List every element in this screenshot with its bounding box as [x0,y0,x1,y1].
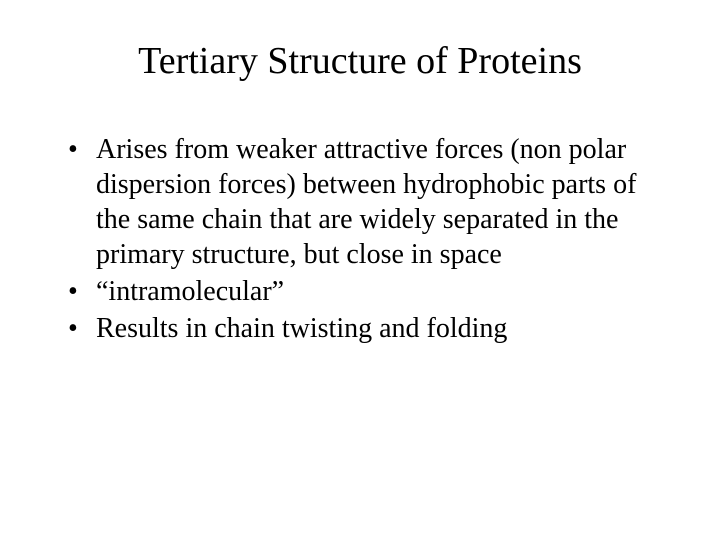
bullet-text: Results in chain twisting and folding [96,313,507,344]
slide: Tertiary Structure of Proteins Arises fr… [0,0,720,540]
list-item: Arises from weaker attractive forces (no… [60,132,660,272]
bullet-text: Arises from weaker attractive forces (no… [96,134,636,270]
bullet-text: “intramolecular” [96,276,284,307]
list-item: Results in chain twisting and folding [60,311,660,346]
slide-title: Tertiary Structure of Proteins [60,40,660,84]
bullet-list: Arises from weaker attractive forces (no… [60,132,660,346]
list-item: “intramolecular” [60,274,660,309]
